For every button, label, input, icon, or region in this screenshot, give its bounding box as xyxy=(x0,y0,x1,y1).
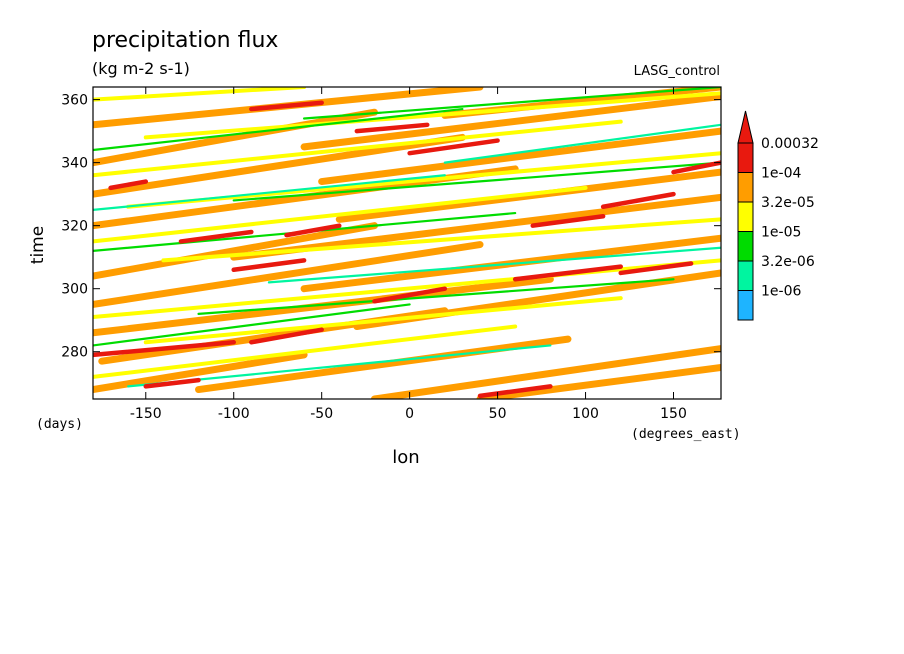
plot-frame xyxy=(92,86,722,400)
x-tick-label: 100 xyxy=(572,406,599,422)
precip-band-heavy xyxy=(231,258,307,273)
precip-band-light xyxy=(232,161,721,202)
colorbar-extend-triangle xyxy=(737,110,754,144)
x-tick-label: 50 xyxy=(489,406,507,422)
y-tick-label: 300 xyxy=(61,282,88,298)
x-axis-units: (degrees_east) xyxy=(631,427,741,442)
x-tick-label: -150 xyxy=(130,406,162,422)
precip-band-heavy xyxy=(407,138,500,156)
colorbar-swatch xyxy=(737,260,754,291)
precip-band-moderate xyxy=(93,87,307,102)
colorbar-swatch xyxy=(737,172,754,203)
chart-subtitle: (kg m-2 s-1) xyxy=(92,59,190,78)
precip-band-strong xyxy=(93,108,378,167)
y-tick-label: 320 xyxy=(61,219,88,235)
precip-band-strong xyxy=(93,351,308,394)
precip-band-strong xyxy=(370,345,721,399)
precip-band-weak xyxy=(267,246,721,284)
precip-band-weak xyxy=(443,123,721,164)
colorbar-label: 3.2e-06 xyxy=(761,254,815,270)
precip-band-strong xyxy=(300,92,721,151)
precip-band-light xyxy=(93,107,464,152)
precip-band-strong xyxy=(318,127,721,186)
precip-band-strong xyxy=(93,222,378,280)
run-label: LASG_control xyxy=(634,64,720,79)
precip-band-moderate xyxy=(161,217,721,263)
precip-band-light xyxy=(197,278,675,316)
precip-band-moderate xyxy=(93,119,623,178)
precip-band-moderate xyxy=(126,151,721,209)
precip-band-moderate xyxy=(143,91,721,140)
precip-band-strong xyxy=(93,133,466,198)
precip-band-heavy xyxy=(671,160,721,175)
y-axis-label: time xyxy=(28,226,48,264)
colorbar-swatch xyxy=(737,231,754,262)
y-tick-label: 280 xyxy=(61,345,88,361)
colorbar-swatch xyxy=(737,290,754,321)
colorbar-label: 1e-06 xyxy=(761,284,801,300)
colorbar-label: 1e-04 xyxy=(761,166,801,182)
x-tick-label: 0 xyxy=(405,406,414,422)
precip-band-heavy xyxy=(249,327,324,345)
x-tick-label: -50 xyxy=(310,406,333,422)
precip-band-heavy xyxy=(372,286,448,304)
colorbar: 0.00032 1e-04 3.2e-05 1e-05 3.2e-06 1e-06 xyxy=(737,110,819,321)
precip-band-heavy xyxy=(108,179,149,191)
precip-band-moderate xyxy=(93,258,721,320)
precip-band-heavy xyxy=(284,223,342,238)
colorbar-swatch xyxy=(737,142,754,173)
precip-band-strong xyxy=(93,241,484,308)
precip-band-weak xyxy=(93,174,446,212)
precip-band-heavy xyxy=(512,264,623,282)
y-axis-units: (days) xyxy=(36,417,83,432)
precip-band-moderate xyxy=(93,185,588,244)
precip-band-heavy xyxy=(143,377,201,389)
precip-band-light xyxy=(302,87,721,120)
precip-band-heavy xyxy=(178,229,254,244)
precip-band-heavy xyxy=(477,384,553,399)
y-tick-label: 340 xyxy=(61,156,88,172)
colorbar-label: 1e-05 xyxy=(761,225,801,241)
precip-band-strong xyxy=(195,335,572,394)
plot-area xyxy=(93,87,721,399)
precip-band-heavy xyxy=(600,191,676,210)
precip-band-moderate xyxy=(143,296,623,345)
colorbar-swatch xyxy=(737,201,754,232)
precip-band-light xyxy=(93,303,411,347)
x-tick-label: 150 xyxy=(660,406,687,422)
y-axis: 280 300 320 340 360 xyxy=(61,93,721,361)
precip-band-heavy xyxy=(618,261,694,276)
x-tick-label: -100 xyxy=(218,406,250,422)
precip-band-heavy xyxy=(249,100,324,112)
precip-band-heavy xyxy=(354,122,430,134)
y-tick-label: 360 xyxy=(61,93,88,109)
precip-band-strong xyxy=(476,363,721,399)
precip-band-strong xyxy=(93,275,554,337)
colorbar-label: 0.00032 xyxy=(761,136,819,152)
colorbar-label: 3.2e-05 xyxy=(761,195,815,211)
x-axis: -150 -100 -50 0 50 100 150 xyxy=(130,87,687,422)
precip-band-heavy xyxy=(93,340,236,358)
x-axis-label: lon xyxy=(392,447,419,468)
precip-band-moderate xyxy=(93,324,518,379)
precip-band-heavy xyxy=(530,213,606,228)
chart-title: precipitation flux xyxy=(92,28,278,53)
